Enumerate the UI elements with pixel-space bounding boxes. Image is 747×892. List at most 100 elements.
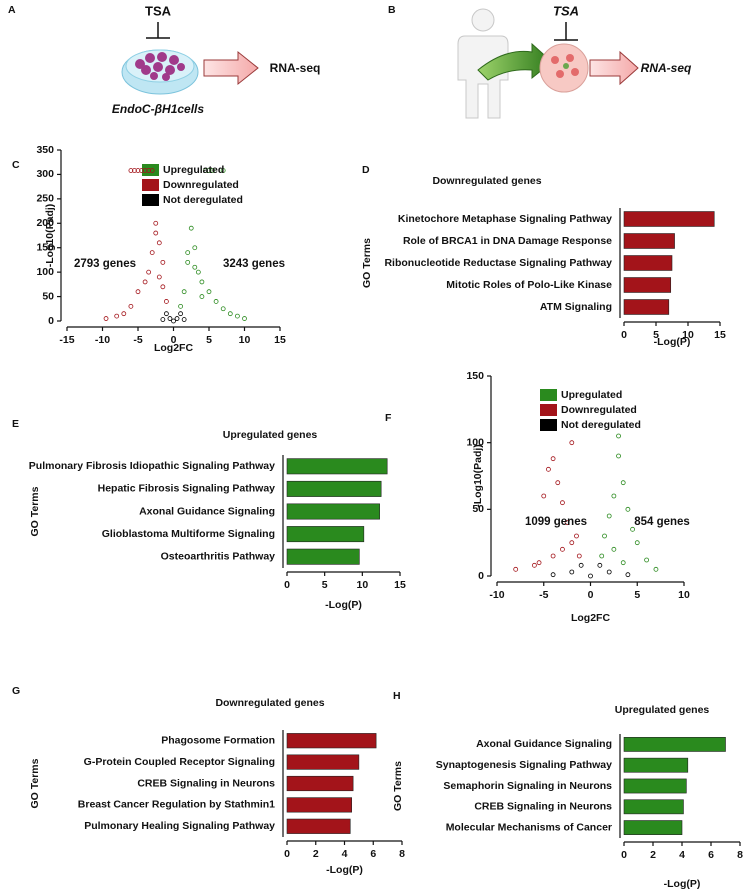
arrow (589, 50, 639, 86)
bar (623, 255, 673, 271)
bar (286, 548, 360, 565)
point (634, 540, 640, 546)
point (188, 225, 194, 231)
point (146, 269, 152, 275)
person (457, 8, 509, 119)
x-tick-label: 8 (399, 848, 405, 860)
bar (623, 299, 670, 315)
point (644, 557, 649, 563)
category-label: Axonal Guidance Signaling (139, 505, 275, 517)
category-label: G-Protein Coupled Receptor Signaling (84, 756, 275, 768)
category-label: CREB Signaling in Neurons (474, 801, 612, 813)
x-tick-label: 8 (737, 849, 743, 861)
point (160, 284, 166, 290)
point (149, 168, 155, 173)
output-label: RNA-seq (641, 61, 692, 75)
x-tick-label: 5 (634, 589, 640, 601)
legend-label: Upregulated (561, 389, 622, 401)
bar (623, 233, 675, 249)
point (220, 306, 226, 312)
point (206, 289, 212, 295)
point (142, 168, 148, 173)
x-axis-label: Log2FC (154, 342, 193, 354)
point (156, 274, 162, 280)
x-tick-label: -10 (95, 334, 110, 346)
point (163, 311, 169, 317)
point (192, 264, 198, 270)
x-tick-label: 2 (650, 849, 656, 861)
point (199, 294, 205, 299)
point (192, 245, 198, 251)
chart-title: Downregulated genes (432, 175, 541, 187)
y-axis-label: -Log10(Padj) (44, 204, 56, 268)
point (602, 533, 607, 539)
annotation: 3243 genes (223, 258, 285, 270)
panel-label: C (12, 159, 20, 171)
x-tick-label: 6 (370, 848, 376, 860)
y-axis-label: GO Terms (392, 761, 404, 811)
point (160, 259, 166, 265)
y-axis-label: GO Terms (29, 758, 41, 808)
category-label: Axonal Guidance Signaling (476, 738, 612, 750)
x-tick-label: -15 (59, 334, 74, 346)
bar (623, 757, 689, 773)
point (588, 573, 593, 579)
category-label: Glioblastoma Multiforme Signaling (102, 528, 275, 540)
bar (286, 754, 360, 770)
y-tick-label: 300 (36, 168, 54, 180)
bar (286, 480, 382, 497)
point (181, 317, 187, 322)
bar (623, 820, 683, 835)
y-tick-label: 150 (36, 241, 54, 253)
point (569, 569, 575, 575)
point (153, 230, 159, 236)
legend-label: Not deregulated (163, 194, 243, 206)
point (546, 466, 551, 472)
chart-title: Upregulated genes (615, 704, 710, 716)
point (560, 500, 565, 506)
category-label: ATM Signaling (540, 301, 612, 313)
y-axis-label: GO Terms (29, 486, 41, 536)
point (611, 493, 617, 499)
bar (623, 211, 715, 227)
bar (286, 797, 352, 813)
point (121, 311, 127, 317)
x-tick-label: 4 (679, 849, 685, 861)
point (536, 560, 542, 566)
x-tick-label: 0 (621, 329, 627, 341)
point (625, 506, 631, 512)
panel-label: E (12, 418, 19, 430)
x-tick-label: 15 (274, 334, 286, 346)
point (213, 299, 219, 304)
y-tick-label: 50 (472, 503, 484, 515)
annotation: 1099 genes (525, 516, 587, 528)
point (206, 168, 212, 173)
output-label: RNA-seq (270, 61, 321, 75)
point (616, 453, 621, 459)
point (181, 289, 187, 295)
point (227, 311, 233, 317)
category-label: Synaptogenesis Signaling Pathway (436, 759, 612, 771)
arrow (203, 50, 259, 86)
panel-label: A (8, 4, 16, 16)
point (220, 168, 226, 173)
treatment-label: TSA (553, 3, 579, 18)
point (550, 553, 556, 559)
x-tick-label: 5 (653, 329, 659, 341)
panel-label: G (12, 685, 20, 697)
x-tick-label: 0 (284, 848, 290, 860)
bar (286, 818, 351, 834)
y-tick-label: 250 (36, 193, 54, 205)
category-label: Pulmonary Fibrosis Idiopathic Signaling … (29, 460, 275, 472)
point (620, 560, 626, 566)
point (616, 433, 621, 439)
x-axis-label: -Log(P) (654, 336, 691, 348)
legend-label: Downregulated (163, 179, 239, 191)
x-tick-label: 2 (313, 848, 319, 860)
category-label: Phagosome Formation (161, 734, 275, 746)
bar (286, 733, 377, 749)
x-tick-label: -5 (539, 589, 548, 601)
point (132, 168, 137, 173)
point (620, 480, 626, 486)
